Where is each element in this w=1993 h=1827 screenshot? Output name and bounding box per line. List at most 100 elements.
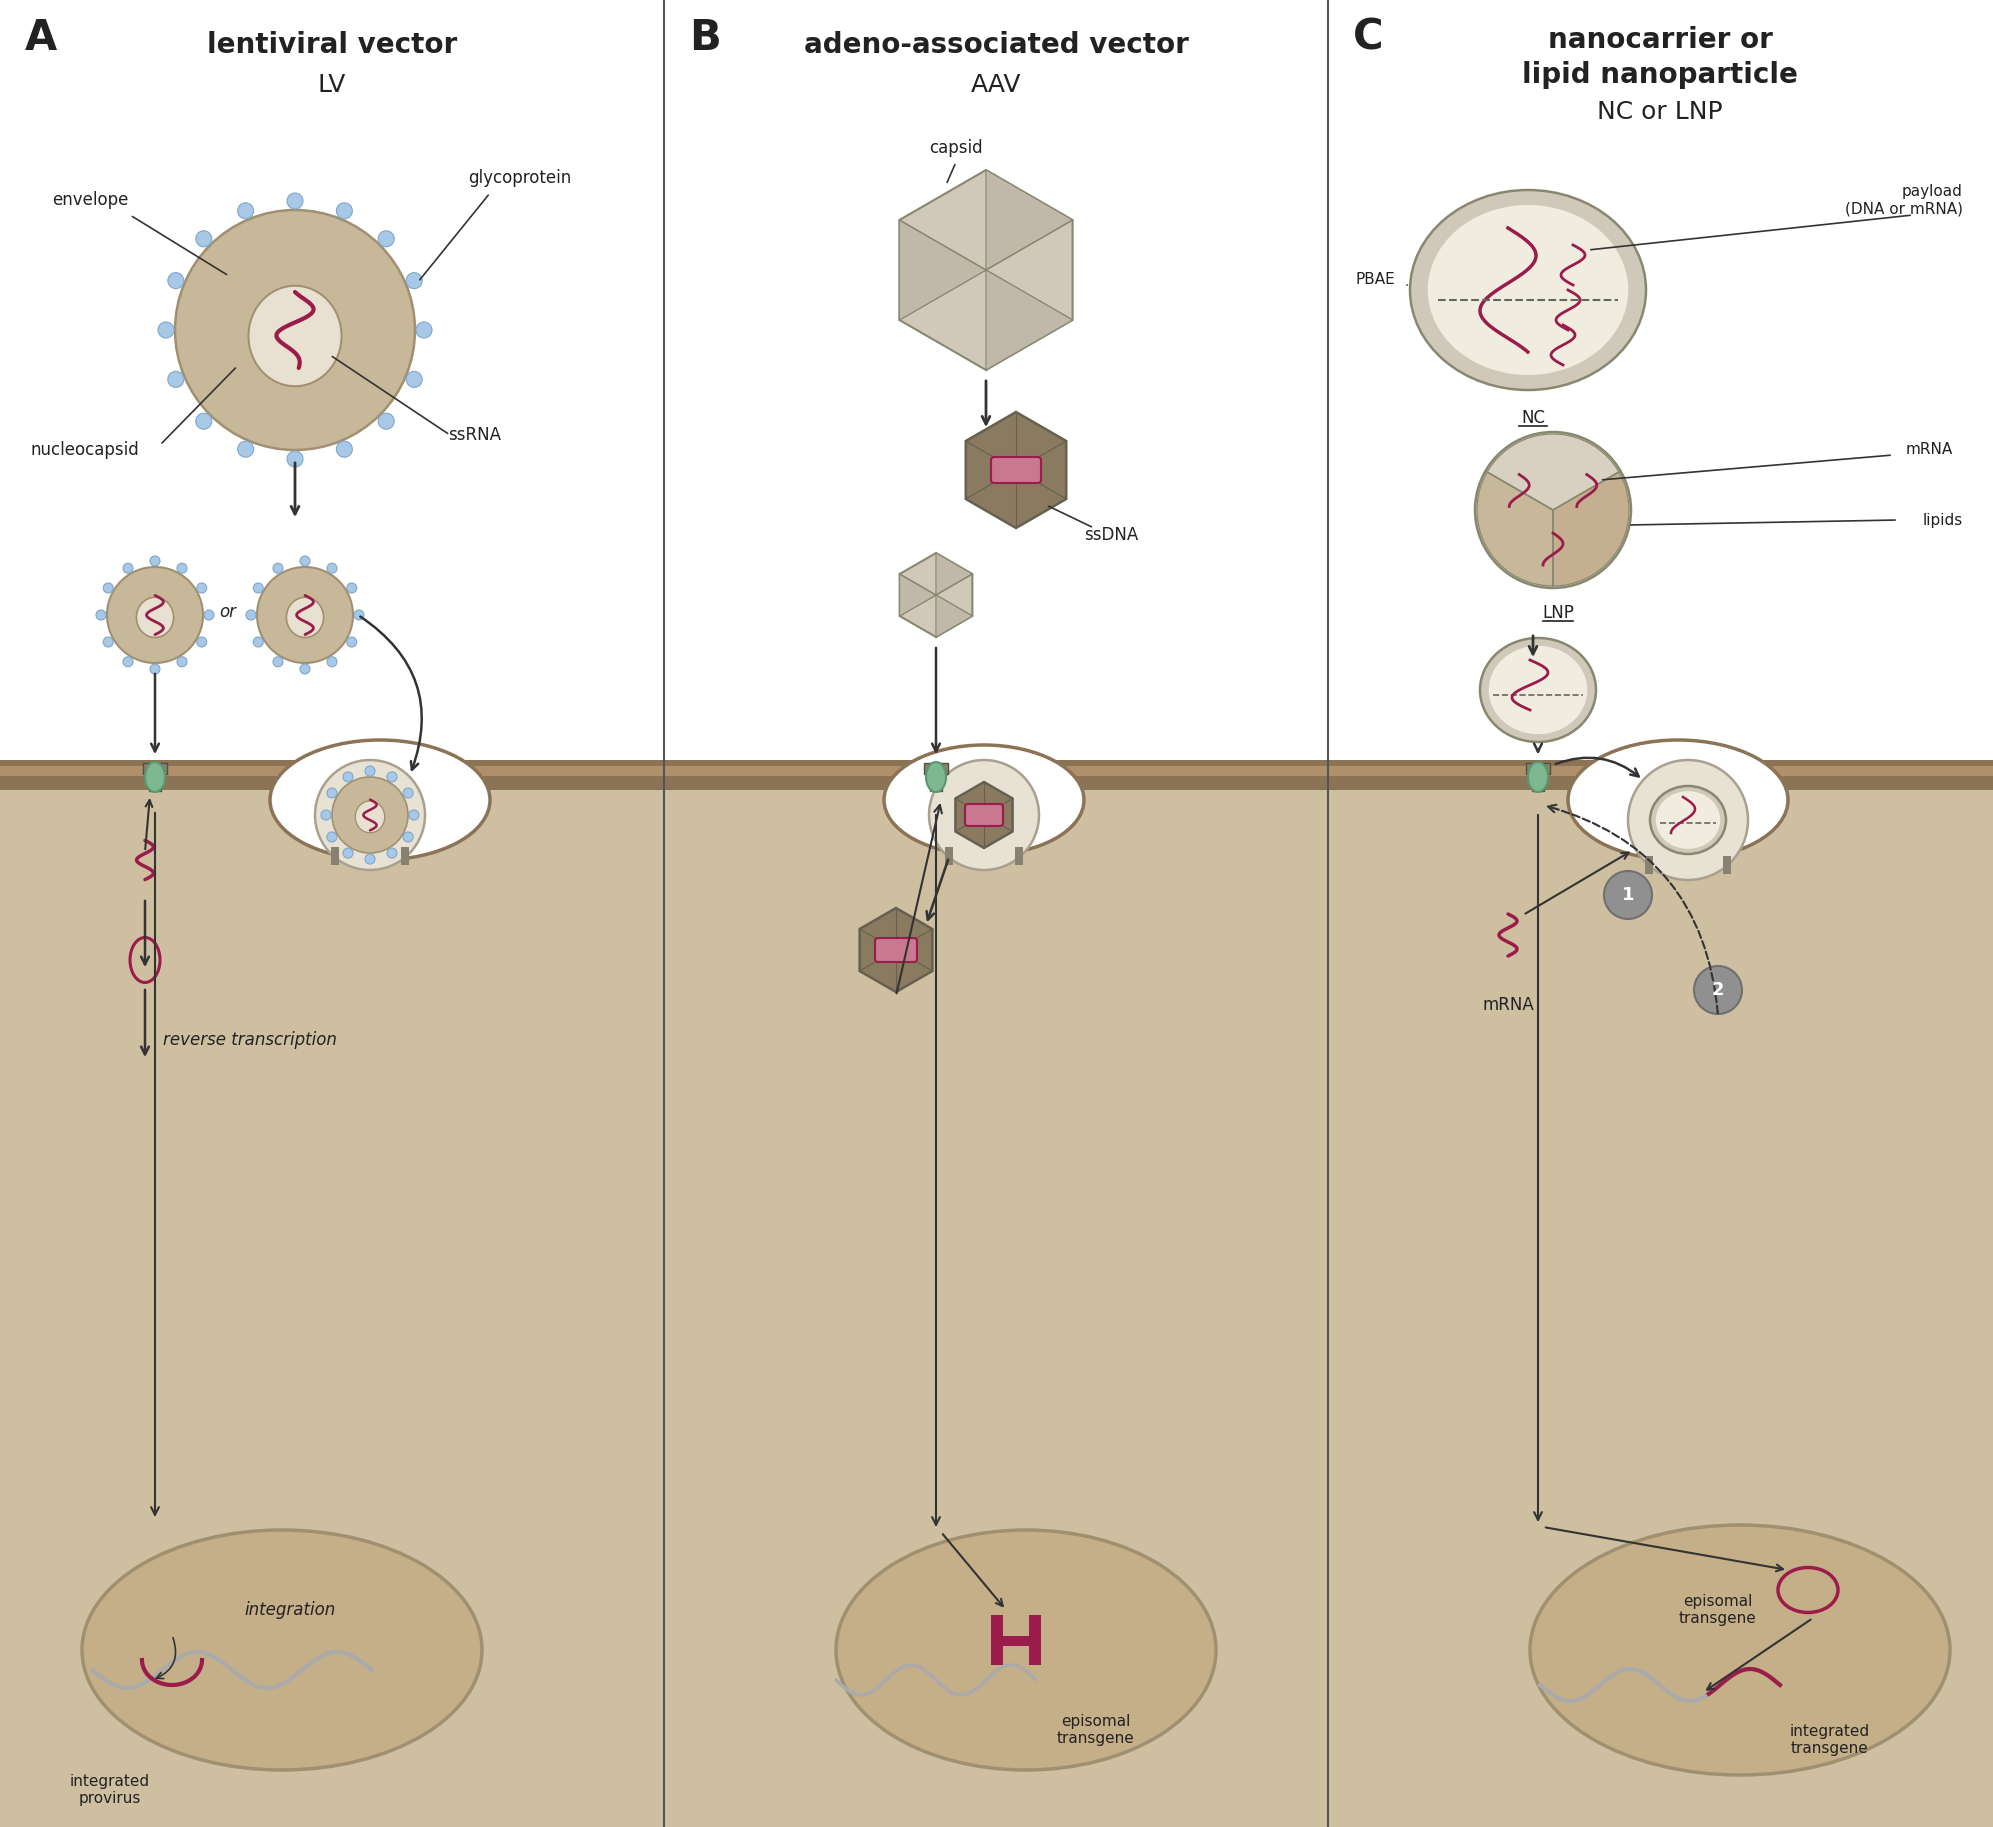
Ellipse shape [1481,638,1596,742]
Text: LV: LV [317,73,347,97]
Circle shape [197,583,207,594]
Bar [143,764,167,775]
Ellipse shape [145,762,165,791]
Text: A: A [26,16,58,58]
Circle shape [96,610,106,619]
Polygon shape [1477,471,1553,586]
Circle shape [195,413,211,429]
Ellipse shape [1409,190,1646,389]
Circle shape [347,638,357,647]
Circle shape [149,663,159,674]
Bar [991,1615,1002,1664]
Polygon shape [937,596,973,638]
Circle shape [175,210,415,449]
Circle shape [327,831,337,842]
Text: mRNA: mRNA [1905,442,1953,457]
Ellipse shape [1650,786,1726,853]
FancyBboxPatch shape [875,937,917,963]
Text: B: B [690,16,721,58]
Bar [401,848,409,866]
Ellipse shape [1531,1526,1949,1776]
Circle shape [157,322,173,338]
Circle shape [1604,871,1652,919]
Circle shape [253,583,263,594]
Circle shape [337,203,353,219]
Polygon shape [899,574,937,616]
Text: PBAE: PBAE [1355,272,1395,287]
Ellipse shape [885,745,1084,855]
Bar [331,848,339,866]
FancyBboxPatch shape [991,457,1040,482]
Bar [1646,857,1654,873]
Circle shape [407,272,423,289]
Polygon shape [967,413,1066,528]
Bar [1722,857,1730,873]
Circle shape [417,322,432,338]
Circle shape [273,656,283,667]
Ellipse shape [82,1529,482,1770]
Text: capsid: capsid [929,139,983,157]
Bar [0,760,664,789]
Text: lipid nanoparticle: lipid nanoparticle [1523,60,1798,90]
Circle shape [407,371,423,387]
Bar [925,764,949,775]
Polygon shape [899,170,1072,371]
Circle shape [108,566,203,663]
Circle shape [403,787,413,798]
Ellipse shape [927,762,947,791]
Circle shape [167,371,183,387]
Circle shape [177,563,187,574]
Text: AAV: AAV [971,73,1020,97]
Circle shape [273,563,283,574]
Text: integrated
provirus: integrated provirus [70,1774,149,1807]
Circle shape [315,760,425,870]
Circle shape [327,787,337,798]
Bar [1014,848,1022,866]
Bar [0,760,664,1827]
Ellipse shape [835,1529,1216,1770]
Bar [149,764,161,791]
Ellipse shape [269,740,490,861]
Bar [931,764,943,791]
Bar [0,766,664,776]
Circle shape [1694,966,1742,1014]
Circle shape [379,413,395,429]
Text: integration: integration [245,1600,335,1619]
Circle shape [327,656,337,667]
Bar [1327,760,1993,1827]
Ellipse shape [1489,645,1586,734]
Text: LNP: LNP [1543,605,1574,621]
Bar [1533,764,1545,791]
Text: envelope: envelope [52,192,128,208]
Circle shape [203,610,213,619]
Ellipse shape [1529,762,1549,791]
Text: nucleocapsid: nucleocapsid [30,440,140,459]
Ellipse shape [1568,740,1788,861]
Text: adeno-associated vector: adeno-associated vector [803,31,1188,58]
Text: lipids: lipids [1923,513,1963,528]
Circle shape [197,638,207,647]
Circle shape [149,555,159,566]
Circle shape [104,583,114,594]
Circle shape [237,440,253,457]
Bar [1028,1615,1040,1664]
Circle shape [379,230,395,247]
Polygon shape [1487,435,1618,510]
Polygon shape [1553,471,1628,586]
Circle shape [245,610,255,619]
Circle shape [409,809,419,820]
Circle shape [1475,431,1630,588]
Text: episomal
transgene: episomal transgene [1056,1714,1134,1747]
Circle shape [337,440,353,457]
Polygon shape [987,270,1072,371]
Circle shape [1628,760,1748,881]
Polygon shape [899,554,973,638]
Circle shape [104,638,114,647]
Polygon shape [937,554,973,596]
Text: lentiviral vector: lentiviral vector [207,31,456,58]
Circle shape [387,848,397,859]
Text: nanocarrier or: nanocarrier or [1547,26,1772,55]
Text: episomal
transgene: episomal transgene [1680,1593,1758,1626]
Ellipse shape [249,285,341,385]
Text: ssDNA: ssDNA [1084,526,1138,544]
